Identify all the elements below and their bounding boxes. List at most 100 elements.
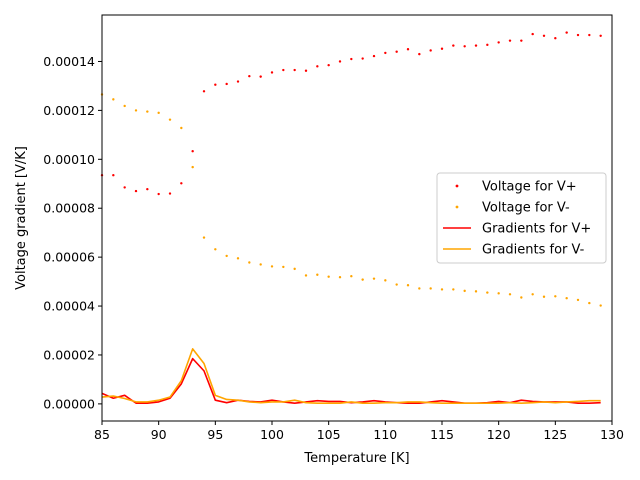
y-tick-label: 0.00000 xyxy=(43,396,95,411)
series-2 xyxy=(101,357,601,404)
data-point xyxy=(565,31,568,34)
data-point xyxy=(123,104,126,108)
data-point xyxy=(565,297,568,300)
series-3 xyxy=(101,348,601,404)
legend-box xyxy=(436,172,607,264)
data-point xyxy=(486,43,489,47)
data-point xyxy=(463,45,466,48)
data-point xyxy=(372,277,376,280)
data-point xyxy=(429,287,432,290)
data-point xyxy=(236,80,240,83)
data-point xyxy=(293,267,296,271)
data-point xyxy=(202,90,206,93)
data-point xyxy=(112,174,115,177)
data-point xyxy=(486,291,489,294)
data-point xyxy=(214,83,217,86)
x-tick-label: 120 xyxy=(487,427,511,442)
data-point xyxy=(508,293,512,296)
data-point xyxy=(180,182,183,185)
x-tick-label: 105 xyxy=(317,427,341,442)
data-point xyxy=(520,39,523,42)
data-point xyxy=(248,261,251,264)
data-point xyxy=(418,287,421,290)
data-point xyxy=(440,47,444,50)
data-point xyxy=(350,275,353,278)
data-point xyxy=(202,236,206,239)
data-point xyxy=(304,69,308,72)
data-point xyxy=(395,283,398,286)
data-point xyxy=(327,275,330,278)
data-point xyxy=(191,165,194,169)
data-point xyxy=(259,75,262,78)
legend-marker-swatch xyxy=(455,184,459,188)
data-point xyxy=(248,74,251,78)
data-point xyxy=(440,288,444,291)
data-point xyxy=(361,278,364,281)
data-point xyxy=(406,48,410,51)
data-point xyxy=(214,248,217,251)
data-point xyxy=(554,295,557,298)
data-point xyxy=(270,265,274,268)
data-point xyxy=(327,63,330,67)
series-line xyxy=(101,348,601,404)
data-point xyxy=(531,293,534,296)
data-point xyxy=(259,263,262,266)
data-point xyxy=(191,150,194,153)
y-tick-label: 0.00012 xyxy=(43,103,95,118)
data-point xyxy=(418,52,421,56)
data-point xyxy=(474,44,478,47)
data-point xyxy=(508,39,512,42)
data-point xyxy=(452,44,455,47)
data-point xyxy=(168,192,172,195)
legend-entry: Voltage for V- xyxy=(455,201,570,216)
x-tick-label: 115 xyxy=(430,427,454,442)
data-point xyxy=(123,186,126,189)
data-point xyxy=(338,60,342,63)
data-point xyxy=(576,33,580,37)
data-point xyxy=(180,126,183,130)
x-tick-label: 100 xyxy=(260,427,284,442)
series-line xyxy=(101,357,601,404)
data-point xyxy=(282,68,285,72)
data-point xyxy=(452,288,455,291)
plot-frame xyxy=(101,14,613,422)
data-point xyxy=(463,289,466,293)
data-point xyxy=(134,109,138,112)
data-point xyxy=(146,110,149,113)
data-point xyxy=(576,298,580,302)
data-point xyxy=(293,68,296,72)
data-point xyxy=(554,37,557,40)
x-tick-label: 95 xyxy=(207,427,223,442)
data-point xyxy=(588,33,591,37)
data-point xyxy=(588,301,591,305)
data-point xyxy=(304,274,308,277)
x-tick-label: 110 xyxy=(373,427,397,442)
data-point xyxy=(157,111,160,115)
data-point xyxy=(225,82,228,86)
data-point xyxy=(157,192,160,196)
x-axis-ticks: 85 90 95 100 105 110 115 120 125 130 xyxy=(94,421,624,442)
data-point xyxy=(497,41,500,44)
data-point xyxy=(316,273,319,276)
legend-marker-swatch xyxy=(455,205,459,209)
data-point xyxy=(168,118,172,121)
y-tick-label: 0.00008 xyxy=(43,201,95,216)
data-point xyxy=(350,57,353,61)
y-tick-label: 0.00004 xyxy=(43,299,95,314)
data-point xyxy=(599,34,602,37)
data-point xyxy=(146,187,149,191)
data-point xyxy=(542,295,546,298)
data-point xyxy=(429,49,432,52)
legend: Voltage for V+ Voltage for V- Gradients fo… xyxy=(436,172,607,264)
legend-label: Voltage for V+ xyxy=(482,180,577,195)
data-point xyxy=(384,279,387,282)
x-axis-label: Temperature [K] xyxy=(303,451,409,466)
data-point xyxy=(542,34,546,37)
y-tick-label: 0.00002 xyxy=(43,347,95,362)
data-point xyxy=(270,71,274,74)
y-tick-label: 0.00006 xyxy=(43,250,95,265)
legend-entries: Voltage for V+ Voltage for V- Gradients fo… xyxy=(443,180,591,258)
data-point xyxy=(406,284,410,287)
data-point xyxy=(361,57,364,60)
